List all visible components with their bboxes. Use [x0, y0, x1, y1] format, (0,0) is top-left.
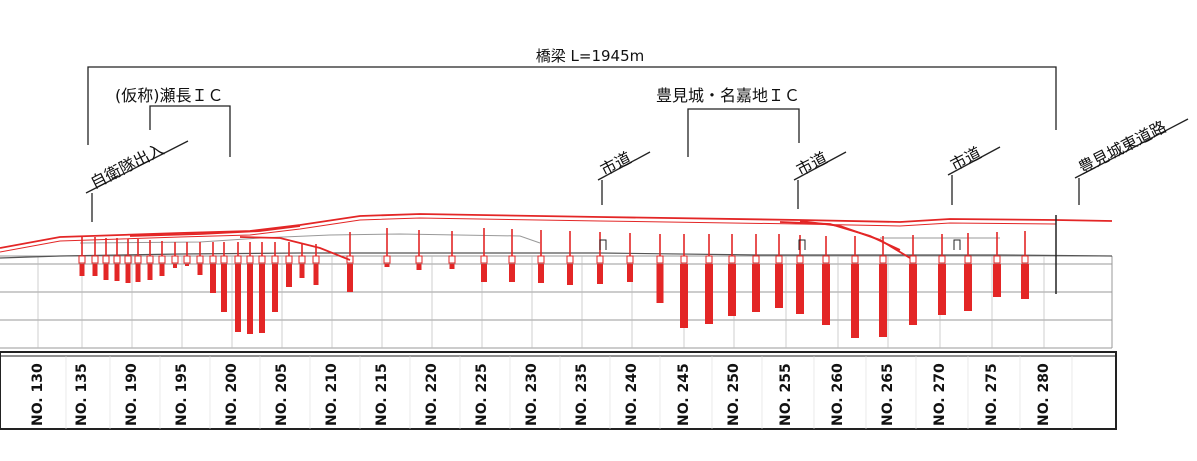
station-label: NO. 265	[880, 363, 896, 426]
station-label: NO. 195	[174, 363, 190, 426]
station-label: NO. 240	[624, 363, 640, 426]
pier	[415, 230, 423, 270]
pier	[346, 232, 354, 292]
station-label: NO. 275	[984, 363, 1000, 426]
city-road-label-2: 市道	[793, 148, 830, 179]
station-label: NO. 220	[424, 363, 440, 426]
bridge-length-label: 橋梁 L=1945m	[536, 47, 644, 65]
pier	[626, 233, 634, 282]
bridge-span-bracket	[87, 66, 1057, 145]
pier	[796, 235, 804, 314]
pier	[938, 234, 946, 315]
station-label: NO. 270	[932, 363, 948, 426]
pier	[183, 242, 191, 266]
station-label: NO. 205	[274, 363, 290, 426]
jsdf-entrance-callout: 自衛隊出入	[85, 139, 189, 222]
pier	[1021, 231, 1029, 299]
pier	[312, 244, 320, 285]
pier	[113, 238, 121, 281]
jsdf-entrance-label: 自衛隊出入	[87, 139, 167, 192]
senaga-ic-label: (仮称)瀬長ＩＣ	[115, 86, 224, 105]
city-road-3-callout: 市道	[947, 143, 1001, 205]
pier	[480, 228, 488, 282]
pier	[537, 230, 545, 283]
pier	[909, 235, 917, 325]
pier	[285, 242, 293, 287]
station-label: NO. 280	[1036, 363, 1052, 426]
city-road-label-3: 市道	[947, 143, 984, 174]
station-label: NO. 235	[574, 363, 590, 426]
pier	[993, 232, 1001, 297]
main-alignment-line	[0, 213, 1113, 249]
station-label: NO. 230	[524, 363, 540, 426]
station-label: NO. 200	[224, 363, 240, 426]
pier	[752, 234, 760, 312]
tomigusuku-ic-label: 豊見城・名嘉地ＩＣ	[656, 86, 800, 105]
pier	[258, 242, 266, 333]
pier	[220, 242, 228, 312]
pier	[879, 236, 887, 337]
pier	[728, 234, 736, 316]
road-crossing-marker	[599, 239, 607, 250]
station-label: NO. 225	[474, 363, 490, 426]
pier	[383, 228, 391, 267]
pier	[298, 243, 306, 278]
station-label: NO. 135	[74, 363, 90, 426]
road-crossing-marker	[798, 239, 806, 250]
pier	[705, 234, 713, 324]
pier	[209, 242, 217, 293]
city-road-2-callout: 市道	[793, 148, 847, 209]
ramp-line-middle	[239, 236, 351, 261]
pier	[822, 236, 830, 325]
pier	[271, 242, 279, 312]
senaga-ic-bracket	[149, 105, 231, 157]
ground-line	[0, 252, 1113, 259]
station-label: NO. 260	[830, 363, 846, 426]
station-label: NO. 190	[124, 363, 140, 426]
station-label: NO. 250	[726, 363, 742, 426]
pier	[102, 238, 110, 280]
pier	[964, 233, 972, 311]
city-road-1-callout: 市道	[597, 148, 651, 205]
city-road-label-1: 市道	[597, 148, 634, 179]
station-label: NO. 215	[374, 363, 390, 426]
existing-road-outline	[79, 233, 1000, 244]
pier	[851, 236, 859, 338]
station-labels: NO. 130 NO. 135 NO. 190 NO. 195 NO. 200 NO. 2…	[30, 356, 1073, 429]
pier	[680, 234, 688, 328]
pier	[508, 229, 516, 282]
pier	[656, 234, 664, 303]
deck-underside	[0, 217, 1057, 253]
road-alignment	[0, 213, 1113, 261]
station-label: NO. 245	[676, 363, 692, 426]
pier	[146, 240, 154, 280]
pier	[448, 231, 456, 269]
station-label: NO. 255	[778, 363, 794, 426]
pier	[124, 239, 132, 283]
east-road-callout: 豊見城東道路	[1074, 117, 1189, 205]
station-label: NO. 210	[324, 363, 340, 426]
pier-group	[78, 228, 1029, 338]
pier	[158, 241, 166, 276]
pier	[246, 242, 254, 334]
tomigusuku-east-road-label: 豊見城東道路	[1075, 117, 1169, 178]
station-table: NO. 130 NO. 135 NO. 190 NO. 195 NO. 200 NO. 2…	[0, 351, 1117, 430]
pier	[234, 242, 242, 332]
ramp-line-far-right	[779, 221, 901, 251]
tomigusuku-ic-bracket	[687, 108, 800, 157]
pier	[775, 234, 783, 308]
pier	[196, 242, 204, 275]
pier	[91, 237, 99, 276]
pier	[171, 242, 179, 268]
station-label: NO. 130	[30, 363, 46, 426]
pier	[134, 239, 142, 282]
ramp-line-left	[129, 225, 301, 237]
pier	[566, 231, 574, 285]
road-crossing-marker	[953, 239, 961, 250]
